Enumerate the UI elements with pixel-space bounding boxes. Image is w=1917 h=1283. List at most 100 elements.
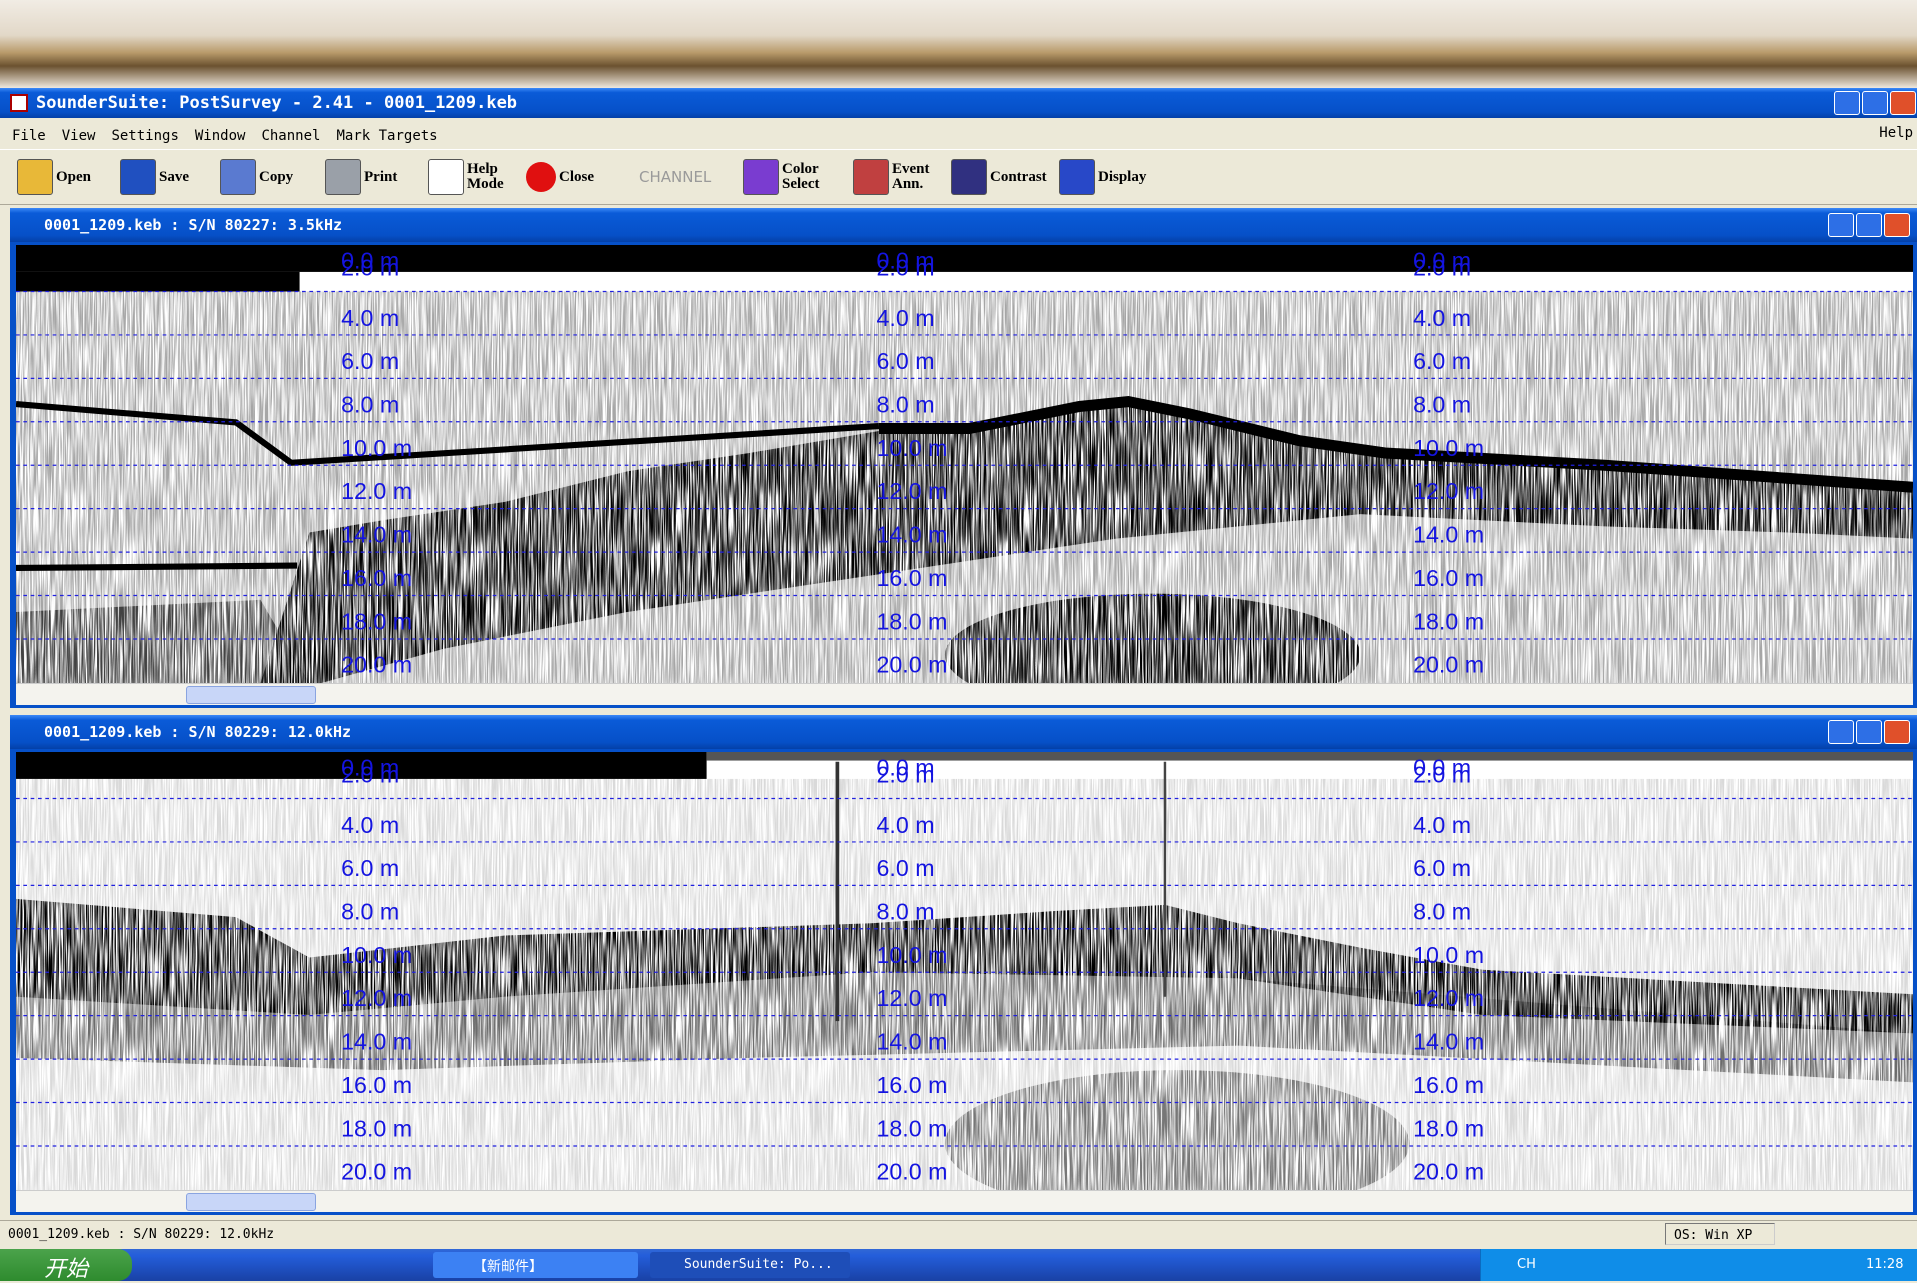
toolbar-button[interactable]: Save bbox=[120, 154, 210, 200]
toolbar-label: Save bbox=[159, 170, 189, 185]
menu-item[interactable]: File bbox=[12, 128, 46, 144]
depth-label: 20.0 m bbox=[1413, 1159, 1484, 1185]
toolbar-button[interactable]: Copy bbox=[220, 154, 315, 200]
depth-label: 12.0 m bbox=[341, 478, 412, 504]
taskbar-item[interactable]: 【新邮件】 bbox=[433, 1252, 638, 1278]
toolbar-icon bbox=[743, 159, 779, 195]
menu-item[interactable]: View bbox=[62, 128, 96, 144]
channel-title: 0001_1209.keb : S/N 80229: 12.0kHz bbox=[44, 723, 351, 741]
depth-label: 18.0 m bbox=[1413, 608, 1484, 634]
depth-label: 14.0 m bbox=[341, 522, 412, 548]
scroll-thumb[interactable] bbox=[186, 686, 316, 704]
depth-label: 14.0 m bbox=[341, 1029, 412, 1055]
depth-label: 16.0 m bbox=[1413, 1072, 1484, 1098]
toolbar-button[interactable]: Close bbox=[526, 154, 624, 200]
toolbar-icon bbox=[1059, 159, 1095, 195]
depth-label: 10.0 m bbox=[1413, 942, 1484, 968]
depth-label: 2.0 m bbox=[1413, 255, 1471, 281]
depth-label: 18.0 m bbox=[1413, 1115, 1484, 1141]
maximize-button[interactable] bbox=[1862, 91, 1888, 115]
toolbar-label-line: Select bbox=[782, 177, 819, 192]
menu-item[interactable]: Channel bbox=[261, 128, 320, 144]
toolbar-button[interactable]: CHANNEL bbox=[631, 154, 729, 200]
start-button[interactable]: 开始 bbox=[0, 1249, 132, 1281]
desktop-wallpaper bbox=[0, 0, 1917, 88]
depth-label: 2.0 m bbox=[876, 255, 934, 281]
horizontal-scrollbar[interactable] bbox=[16, 1190, 1913, 1212]
echo-return bbox=[16, 272, 300, 292]
depth-label: 16.0 m bbox=[876, 1072, 947, 1098]
toolbar-label: CHANNEL bbox=[639, 170, 711, 185]
depth-label: 8.0 m bbox=[876, 899, 934, 925]
depth-label: 10.0 m bbox=[341, 942, 412, 968]
taskbar: 开始 【新邮件】 SounderSuite: Po... CH 11:28 bbox=[0, 1249, 1917, 1281]
maximize-button[interactable] bbox=[1856, 213, 1882, 237]
channel-title-bar: 0001_1209.keb : S/N 80229: 12.0kHz bbox=[10, 715, 1917, 749]
page: SounderSuite: PostSurvey - 2.41 - 0001_1… bbox=[0, 0, 1917, 1281]
depth-label: 4.0 m bbox=[341, 305, 399, 331]
toolbar-button[interactable]: Contrast bbox=[951, 154, 1054, 200]
taskbar-item[interactable]: SounderSuite: Po... bbox=[650, 1252, 850, 1278]
toolbar-button[interactable]: Open bbox=[17, 154, 110, 200]
depth-label: 4.0 m bbox=[876, 812, 934, 838]
channel-window: 0001_1209.keb : S/N 80229: 12.0kHz 0.0 m… bbox=[10, 715, 1917, 1215]
toolbar-label-line: Mode bbox=[467, 177, 504, 192]
depth-label: 20.0 m bbox=[876, 652, 947, 678]
toolbar-label: Print bbox=[364, 170, 397, 185]
close-button[interactable] bbox=[1884, 213, 1910, 237]
horizontal-scrollbar[interactable] bbox=[16, 683, 1913, 705]
status-os: OS: Win XP bbox=[1665, 1223, 1775, 1245]
toolbar-label-line: Color bbox=[782, 162, 819, 177]
depth-label: 14.0 m bbox=[1413, 522, 1484, 548]
depth-label: 12.0 m bbox=[341, 985, 412, 1011]
taskbar-item-label: 【新邮件】 bbox=[473, 1259, 543, 1275]
depth-label: 2.0 m bbox=[341, 255, 399, 281]
depth-label: 8.0 m bbox=[341, 392, 399, 418]
minimize-button[interactable] bbox=[1828, 720, 1854, 744]
menu-item[interactable]: Mark Targets bbox=[336, 128, 437, 144]
depth-label: 20.0 m bbox=[1413, 652, 1484, 678]
menu-item[interactable]: Help bbox=[1879, 125, 1913, 141]
menu-item[interactable]: Settings bbox=[111, 128, 178, 144]
minimize-button[interactable] bbox=[1828, 213, 1854, 237]
toolbar-label-line: Help bbox=[467, 162, 504, 177]
toolbar-label-line: Close bbox=[559, 170, 594, 185]
close-button[interactable] bbox=[1890, 91, 1916, 115]
depth-label: 6.0 m bbox=[876, 855, 934, 881]
toolbar-label-line: Save bbox=[159, 170, 189, 185]
depth-label: 6.0 m bbox=[341, 855, 399, 881]
depth-label: 6.0 m bbox=[1413, 855, 1471, 881]
toolbar: Open Save Copy Print HelpMode Close CHANNEL Col… bbox=[0, 149, 1917, 205]
toolbar-label-line: Print bbox=[364, 170, 397, 185]
echogram: 0.0 m2.0 m4.0 m6.0 m8.0 m10.0 m12.0 m14.… bbox=[16, 245, 1913, 683]
toolbar-label-line: CHANNEL bbox=[639, 170, 711, 185]
menu-item[interactable]: Window bbox=[195, 128, 246, 144]
echogram: 0.0 m2.0 m4.0 m6.0 m8.0 m10.0 m12.0 m14.… bbox=[16, 752, 1913, 1190]
taskbar-item-label: SounderSuite: Po... bbox=[684, 1257, 833, 1272]
depth-label: 16.0 m bbox=[341, 565, 412, 591]
depth-label: 4.0 m bbox=[1413, 305, 1471, 331]
echo-return bbox=[16, 245, 1913, 272]
close-button[interactable] bbox=[1884, 720, 1910, 744]
channel-title-bar: 0001_1209.keb : S/N 80227: 3.5kHz bbox=[10, 208, 1917, 242]
channel-title: 0001_1209.keb : S/N 80227: 3.5kHz bbox=[44, 216, 342, 234]
scroll-thumb[interactable] bbox=[186, 1193, 316, 1211]
toolbar-icon bbox=[220, 159, 256, 195]
toolbar-button[interactable]: Print bbox=[325, 154, 418, 200]
minimize-button[interactable] bbox=[1834, 91, 1860, 115]
toolbar-button[interactable]: Display bbox=[1059, 154, 1157, 200]
depth-label: 2.0 m bbox=[341, 762, 399, 788]
depth-label: 20.0 m bbox=[341, 652, 412, 678]
toolbar-icon bbox=[526, 162, 556, 192]
toolbar-label: Contrast bbox=[990, 170, 1047, 185]
maximize-button[interactable] bbox=[1856, 720, 1882, 744]
depth-label: 6.0 m bbox=[1413, 348, 1471, 374]
start-label: 开始 bbox=[44, 1257, 88, 1282]
depth-label: 2.0 m bbox=[1413, 762, 1471, 788]
depth-label: 10.0 m bbox=[876, 942, 947, 968]
depth-label: 12.0 m bbox=[876, 985, 947, 1011]
